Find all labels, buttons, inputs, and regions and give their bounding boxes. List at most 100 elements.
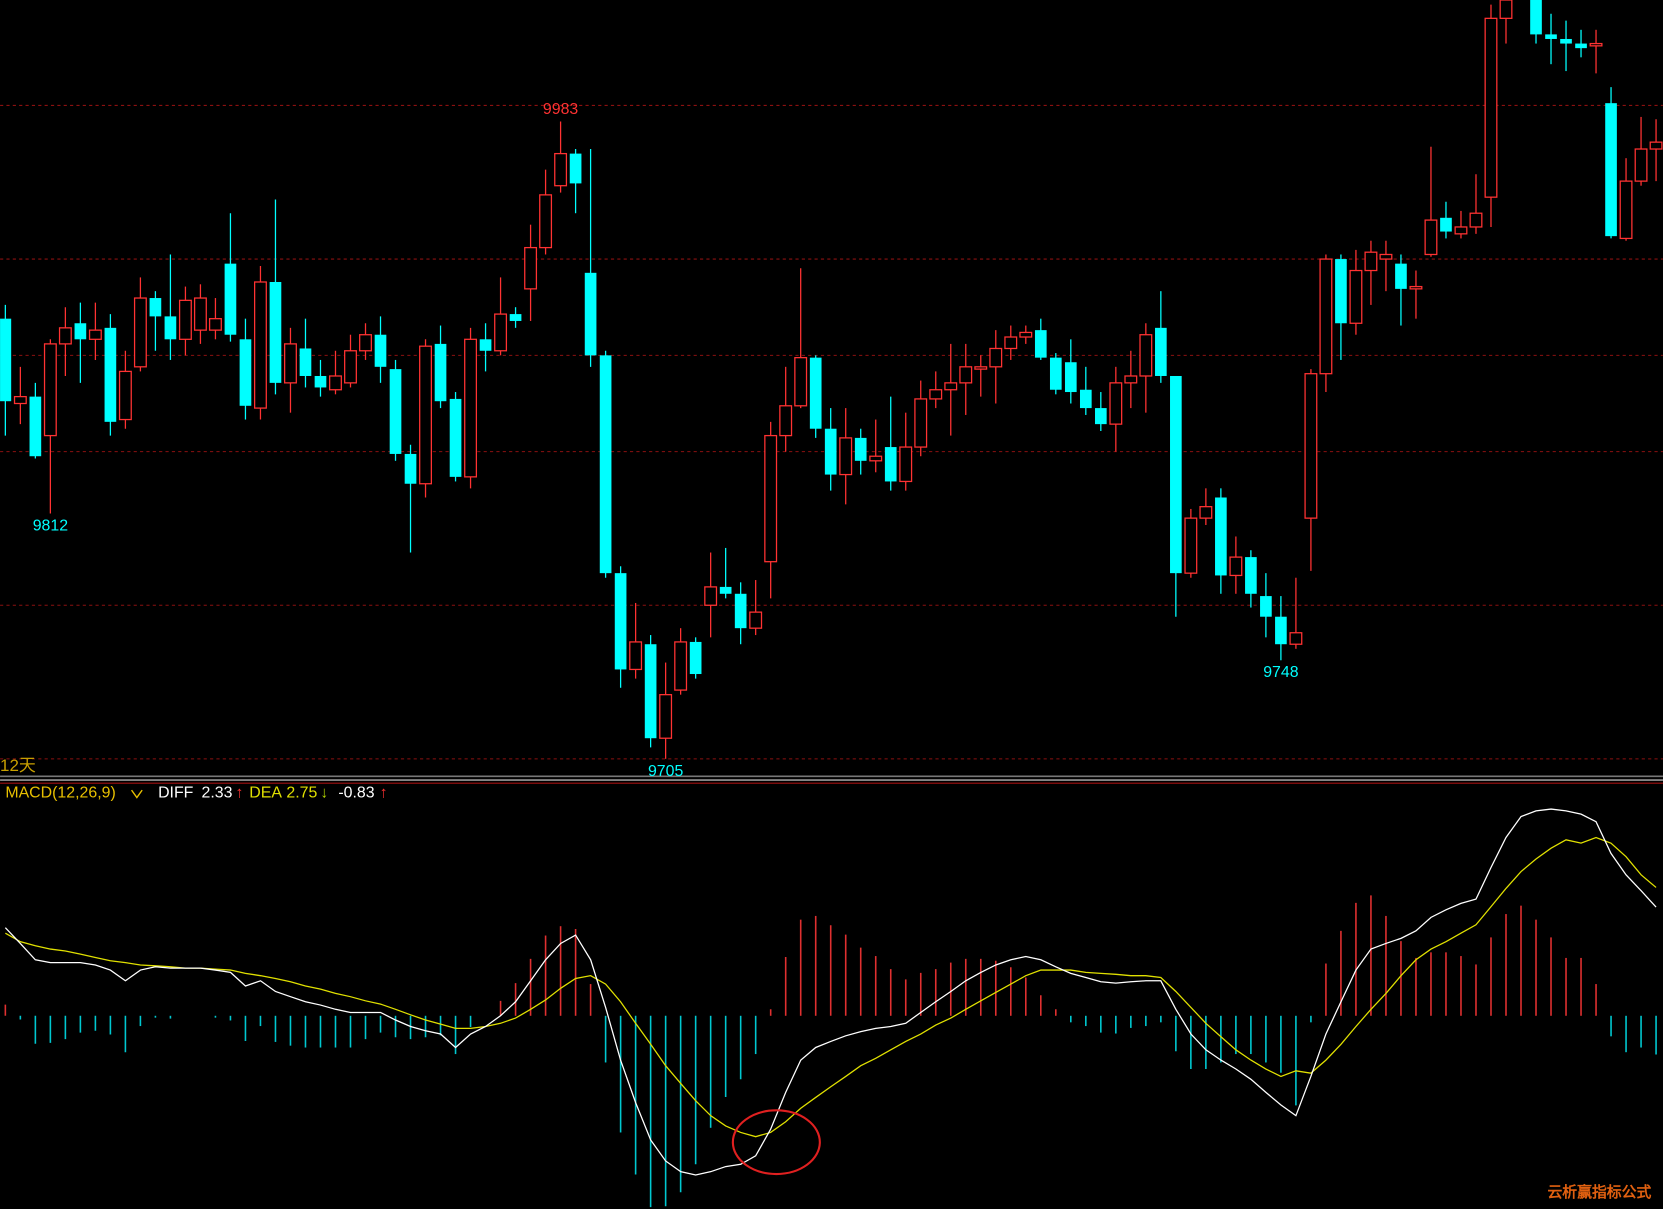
candle-body <box>1619 180 1633 240</box>
candle-body <box>539 194 553 249</box>
candle-body <box>1454 226 1468 235</box>
macd-value: -0.83 <box>338 784 374 801</box>
candle-body <box>434 343 447 402</box>
macd-title: MACD(12,26,9) <box>5 784 115 801</box>
macd-arrow: ↑ <box>380 784 388 801</box>
candle-body <box>779 405 793 437</box>
candle-body <box>1560 38 1572 44</box>
candle-body <box>1530 0 1542 35</box>
candle-body <box>344 350 357 384</box>
candle-body <box>659 694 673 739</box>
candle-body <box>479 339 492 351</box>
candle-body <box>764 434 778 563</box>
candle-body <box>449 398 462 477</box>
candle-body <box>1215 497 1227 576</box>
dea-arrow: ↓ <box>320 784 328 801</box>
candle-body <box>74 323 87 340</box>
candle-body <box>749 611 763 629</box>
candle-body <box>914 398 928 448</box>
candle-body <box>1319 258 1333 375</box>
low-label: 9812 <box>33 517 69 534</box>
candle-body <box>1575 43 1587 49</box>
candle-body <box>1424 219 1438 256</box>
candle-body <box>569 153 582 184</box>
candle-body <box>1170 375 1182 574</box>
candle-body <box>404 453 417 484</box>
candle-body <box>1335 259 1347 324</box>
candle-body <box>494 313 508 352</box>
candle-body <box>88 329 102 340</box>
candle-body <box>1064 362 1077 393</box>
candle-body <box>1079 389 1092 409</box>
candle-body <box>253 281 267 409</box>
candle-body <box>1199 506 1213 519</box>
diff-arrow: ↑ <box>235 784 243 801</box>
candle-body <box>269 281 282 383</box>
candle-body <box>1545 34 1557 39</box>
candle-body <box>824 428 837 475</box>
candle-body <box>1469 212 1483 228</box>
candle-body <box>133 297 147 368</box>
candle-body <box>974 366 988 370</box>
candle-body <box>1499 0 1513 19</box>
candle-body <box>1109 382 1123 425</box>
candle-body <box>1155 327 1167 376</box>
low-label: 9748 <box>1263 664 1299 681</box>
candle-body <box>224 263 237 335</box>
candle-body <box>464 338 478 478</box>
dea-value: 2.75 <box>286 784 317 801</box>
dea-line <box>5 836 1657 1138</box>
candle-body <box>719 586 732 594</box>
low-label: 9705 <box>648 763 684 780</box>
candle-body <box>929 389 943 400</box>
candle-body <box>1034 330 1047 358</box>
dea-label: DEA <box>249 784 282 801</box>
candle-body <box>524 246 538 290</box>
candle-body <box>118 370 132 421</box>
candle-body <box>734 593 747 629</box>
candle-body <box>839 437 853 476</box>
candle-body <box>104 327 117 422</box>
candle-body <box>208 318 222 331</box>
candle-body <box>614 573 627 670</box>
watermark: 云析赢指标公式 <box>1547 1183 1651 1201</box>
candle-body <box>314 375 327 388</box>
candle-body <box>329 375 342 391</box>
candle-body <box>1229 556 1243 577</box>
candle-body <box>0 318 12 402</box>
candle-body <box>1019 331 1033 338</box>
candle-body <box>599 355 612 574</box>
candle-body <box>794 357 808 407</box>
candle-body <box>809 357 822 429</box>
candle-body <box>299 348 312 376</box>
candle-body <box>959 366 973 384</box>
dropdown-chevron[interactable] <box>130 789 143 799</box>
candle-body <box>1484 17 1498 198</box>
candle-body <box>193 297 207 331</box>
high-label: 9983 <box>543 101 579 118</box>
candle-body <box>1275 616 1287 645</box>
highlight-circle <box>731 1109 821 1176</box>
candle-body <box>1349 269 1363 324</box>
diff-line <box>4 808 1657 1176</box>
candle-body <box>149 298 162 317</box>
candle-body <box>374 334 387 367</box>
candle-body <box>239 339 252 406</box>
candle-body <box>58 327 72 345</box>
candle-body <box>509 314 522 321</box>
candle-body <box>989 347 1003 368</box>
candle-body <box>284 343 297 384</box>
candle-body <box>13 395 27 405</box>
candle-body <box>1260 596 1272 617</box>
candle-body <box>43 343 57 437</box>
candle-body <box>1649 141 1663 150</box>
diff-value: 2.33 <box>202 784 233 801</box>
candle-body <box>1124 375 1138 384</box>
candle-body <box>644 644 657 739</box>
candle-body <box>164 316 177 340</box>
candle-body <box>1634 148 1648 182</box>
candle-body <box>1139 334 1153 377</box>
